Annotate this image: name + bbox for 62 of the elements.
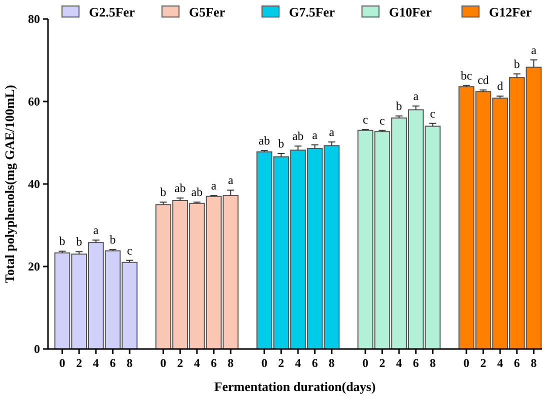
x-tick-label: 6 <box>312 356 318 370</box>
y-tick-label: 20 <box>28 260 40 274</box>
x-tick-label: 0 <box>59 356 66 370</box>
x-tick-label: 6 <box>514 356 520 370</box>
x-tick-label: 2 <box>76 356 82 370</box>
x-axis-title: Fermentation duration(days) <box>214 379 376 394</box>
legend-label: G12Fer <box>489 4 532 20</box>
data-label: ab <box>174 181 186 196</box>
data-label: a <box>93 223 100 238</box>
data-label: a <box>228 173 234 188</box>
legend-label: G5Fer <box>189 4 226 20</box>
x-tick-label: 4 <box>497 356 504 370</box>
x-tick-label: 6 <box>210 356 217 370</box>
x-tick-label: 0 <box>261 356 268 370</box>
y-tick-label: 40 <box>28 177 40 192</box>
x-tick-label: 2 <box>379 356 386 370</box>
x-tick-label: 2 <box>278 356 284 370</box>
legend-label: G10Fer <box>389 4 432 20</box>
y-tick-label: 60 <box>28 94 40 109</box>
x-tick-label: 8 <box>126 356 133 370</box>
data-label: b <box>110 232 116 247</box>
x-tick-label: 8 <box>328 356 335 370</box>
legend-label: G2.5Fer <box>89 4 136 20</box>
data-label: a <box>312 128 318 142</box>
x-tick-label: 0 <box>362 356 368 370</box>
data-label: a <box>211 178 218 193</box>
data-label: a <box>329 124 336 139</box>
x-tick-label: 6 <box>412 356 419 370</box>
legend-label: G7.5Fer <box>289 4 336 20</box>
data-label: a <box>531 42 538 57</box>
data-label: b <box>59 234 66 248</box>
data-label: c <box>126 243 132 258</box>
data-label: b <box>514 56 520 71</box>
x-tick-label: 8 <box>228 356 234 370</box>
data-label: ab <box>191 185 203 200</box>
x-tick-label: 2 <box>177 356 184 370</box>
data-label: b <box>160 185 166 200</box>
data-label: ab <box>292 129 304 144</box>
data-label: ab <box>258 134 270 148</box>
data-label: b <box>76 234 82 249</box>
data-label: c <box>430 106 436 120</box>
data-label: b <box>396 98 402 113</box>
x-tick-label: 2 <box>480 356 486 370</box>
x-tick-label: 6 <box>110 356 116 370</box>
x-tick-label: 8 <box>430 356 436 370</box>
x-tick-label: 4 <box>295 356 301 370</box>
data-label: cd <box>478 72 489 87</box>
y-tick-label: 0 <box>34 342 40 356</box>
data-label: a <box>413 89 420 104</box>
x-tick-label: 0 <box>463 356 470 370</box>
x-tick-label: 0 <box>160 356 166 370</box>
y-tick-label: 80 <box>28 12 40 26</box>
y-axis-title: Total polyphenols(mg GAE/100mL) <box>2 84 17 284</box>
data-label: b <box>278 136 284 150</box>
x-tick-label: 4 <box>194 356 200 370</box>
x-tick-label: 4 <box>92 356 99 370</box>
data-label: c <box>380 113 385 128</box>
data-label: d <box>497 79 504 94</box>
x-tick-label: 4 <box>396 356 402 370</box>
x-tick-label: 8 <box>530 356 537 370</box>
data-label: c <box>362 112 368 127</box>
data-label: bc <box>460 68 472 82</box>
